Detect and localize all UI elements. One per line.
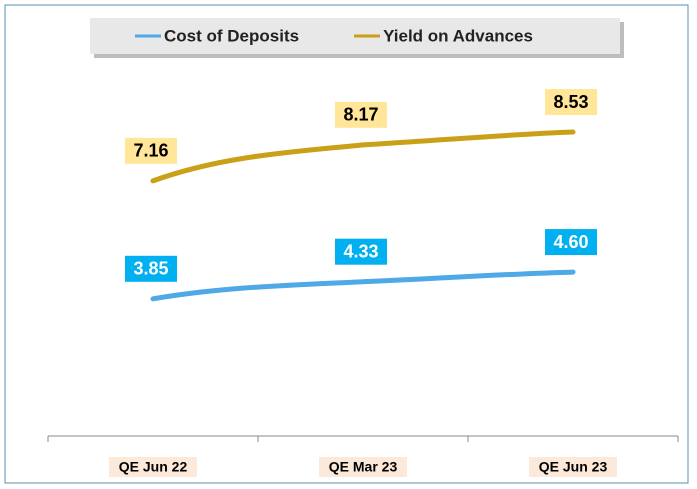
- data-label: 8.53: [553, 92, 588, 112]
- x-tick-label: QE Jun 23: [539, 459, 608, 475]
- data-label-bg: [545, 89, 597, 116]
- data-label: 4.60: [553, 232, 588, 252]
- legend-label: Cost of Deposits: [164, 26, 299, 45]
- data-label-bg: [125, 137, 177, 164]
- data-label: 8.17: [343, 105, 378, 125]
- series-line: [150, 269, 576, 302]
- x-label-bg: [109, 457, 197, 477]
- data-label-bg: [335, 238, 387, 265]
- series-line: [150, 129, 576, 184]
- data-label: 4.33: [343, 241, 378, 261]
- data-label: 7.16: [133, 141, 168, 161]
- data-label: 3.85: [133, 259, 168, 279]
- data-label-bg: [335, 101, 387, 128]
- x-tick-label: QE Mar 23: [329, 459, 398, 475]
- data-label-bg: [545, 229, 597, 256]
- data-label-bg: [125, 255, 177, 282]
- x-tick-label: QE Jun 22: [119, 459, 188, 475]
- x-label-bg: [529, 457, 617, 477]
- x-label-bg: [319, 457, 407, 477]
- legend-label: Yield on Advances: [383, 26, 533, 45]
